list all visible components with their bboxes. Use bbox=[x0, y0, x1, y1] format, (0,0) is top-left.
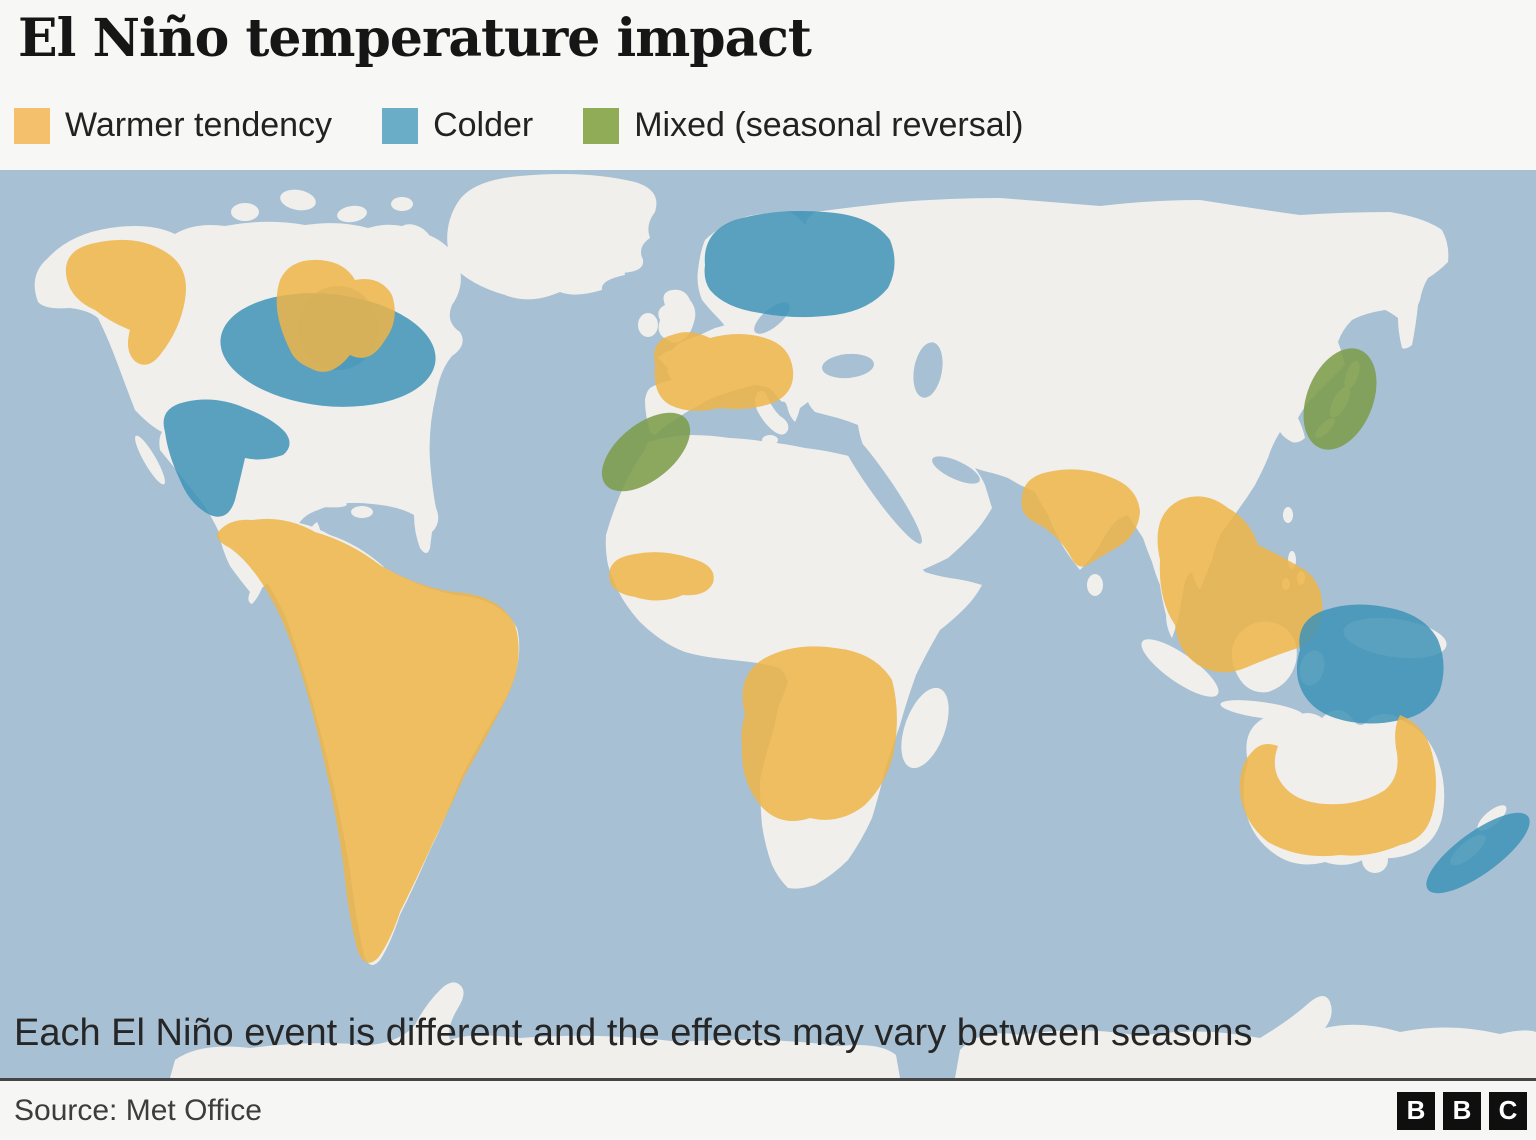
blob-warmer-southern-africa bbox=[741, 646, 897, 822]
landmass-baja-california bbox=[135, 435, 165, 485]
landmass-ireland bbox=[638, 313, 658, 337]
blob-warmer-australia bbox=[1239, 715, 1436, 857]
landmass-antarctica-west bbox=[170, 982, 900, 1078]
bbc-logo-block-b1: B bbox=[1397, 1091, 1435, 1130]
black-sea bbox=[822, 353, 874, 379]
source-text: Source: Met Office bbox=[14, 1093, 262, 1127]
blob-colder-scandinavia bbox=[704, 211, 895, 318]
landmass-taiwan bbox=[1283, 507, 1293, 523]
legend-item-colder: Colder bbox=[382, 106, 533, 145]
bbc-logo: B B C bbox=[1397, 1091, 1527, 1130]
warmer-swatch-icon bbox=[14, 107, 50, 144]
page-title: El Niño temperature impact bbox=[18, 8, 812, 69]
landmass-antarctica-east bbox=[955, 996, 1536, 1078]
blob-warmer-west-africa bbox=[609, 552, 714, 601]
landmass-great-britain bbox=[658, 289, 696, 343]
mixed-swatch-icon bbox=[583, 107, 620, 144]
red-sea bbox=[834, 420, 922, 544]
blob-mixed-japan bbox=[1303, 348, 1377, 450]
landmass-arctic-island-1 bbox=[231, 203, 259, 221]
map-caption: Each El Niño event is different and the … bbox=[14, 1012, 1253, 1054]
blob-mixed-northwest-africa bbox=[601, 412, 691, 492]
landmass-arctic-island-4 bbox=[391, 197, 413, 211]
landmass-hispaniola bbox=[351, 506, 373, 518]
landmass-sri-lanka bbox=[1087, 574, 1103, 596]
colder-swatch-icon bbox=[382, 107, 419, 144]
landmass-java bbox=[1220, 700, 1304, 720]
blob-warmer-south-america bbox=[217, 518, 519, 963]
persian-gulf bbox=[932, 456, 980, 484]
blob-colder-southern-us-mexico bbox=[163, 399, 290, 517]
footer-divider bbox=[0, 1078, 1536, 1081]
landmass-madagascar bbox=[901, 687, 949, 769]
legend: Warmer tendency Colder Mixed (seasonal r… bbox=[14, 106, 1024, 145]
legend-item-warmer: Warmer tendency bbox=[14, 106, 332, 145]
blob-warmer-alaska bbox=[65, 239, 186, 365]
blob-warmer-india bbox=[1021, 469, 1140, 567]
landmass-arctic-island-2 bbox=[280, 189, 316, 211]
blob-warmer-central-canada bbox=[276, 259, 395, 372]
landmass-greenland bbox=[447, 174, 657, 300]
landmass-baffin bbox=[398, 224, 432, 252]
blob-colder-coral-sea bbox=[1296, 604, 1444, 724]
caspian-sea bbox=[913, 342, 943, 398]
bbc-logo-block-b2: B bbox=[1443, 1091, 1481, 1130]
landmass-arctic-island-3 bbox=[337, 205, 367, 223]
world-map-svg bbox=[0, 170, 1536, 1078]
blob-warmer-southern-europe bbox=[654, 332, 794, 411]
blob-warmer-southeast-asia bbox=[1157, 496, 1323, 673]
landmass-cuba bbox=[283, 492, 347, 508]
footer: Source: Met Office B B C bbox=[0, 1081, 1536, 1140]
legend-label-mixed: Mixed (seasonal reversal) bbox=[634, 106, 1024, 144]
header: El Niño temperature impact Warmer tenden… bbox=[0, 0, 1536, 170]
legend-item-mixed: Mixed (seasonal reversal) bbox=[583, 106, 1024, 145]
landmass-iceland bbox=[603, 249, 644, 273]
world-map: Each El Niño event is different and the … bbox=[0, 170, 1536, 1078]
blob-colder-new-zealand bbox=[1426, 812, 1530, 894]
impact-regions bbox=[65, 211, 1530, 963]
legend-label-colder: Colder bbox=[433, 106, 534, 144]
legend-label-warmer: Warmer tendency bbox=[65, 106, 333, 144]
bbc-logo-block-c: C bbox=[1489, 1091, 1527, 1130]
landmass-sumatra bbox=[1141, 639, 1219, 697]
